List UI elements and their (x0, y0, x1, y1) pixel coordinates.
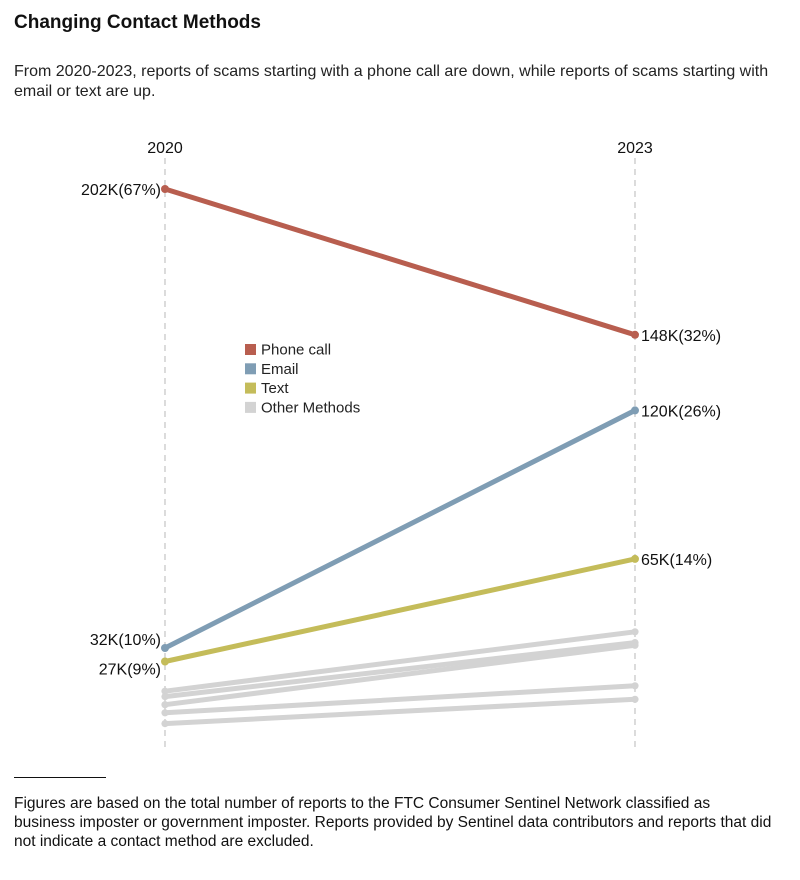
other-methods-point-2-2020 (161, 693, 169, 701)
text-point-2023 (631, 554, 639, 563)
email-line (162, 407, 638, 651)
phone-call-data-label-2023: 148K(32%) (641, 328, 721, 345)
other-methods-line-3 (162, 642, 638, 708)
legend-label-other-methods: Other Methods (261, 399, 360, 416)
chart-subtitle: From 2020-2023, reports of scams startin… (14, 63, 769, 100)
slope-chart: 2020 2023 202K(67%) 148K(32%) 32K(10%) 120K(… (81, 140, 721, 752)
email-data-label-2023: 120K(26%) (641, 403, 721, 420)
phone-call-point-2023 (631, 330, 639, 339)
chart-title: Changing Contact Methods (14, 12, 261, 33)
other-methods-point-3-2020 (161, 701, 169, 709)
other-methods-point-4-2020 (161, 709, 169, 717)
legend-swatch-phone-call (245, 344, 256, 355)
other-methods-point-4-2023 (631, 682, 639, 690)
other-methods-point-5-2023 (631, 695, 639, 703)
legend-swatch-text (245, 382, 256, 394)
email-data-label-2020: 32K(10%) (90, 632, 161, 649)
phone-call-data-label-2020: 202K(67%) (81, 182, 161, 199)
legend-label-email: Email (261, 361, 299, 378)
other-methods-line-1 (162, 629, 638, 694)
footnote: Figures are based on the total number of… (14, 795, 772, 850)
email-point-2023 (631, 406, 639, 415)
legend-swatch-other-methods (245, 401, 256, 413)
text-data-label-2023: 65K(14%) (641, 552, 712, 569)
other-methods-point-3-2023 (631, 641, 639, 649)
legend-swatch-email (245, 363, 256, 375)
phone-call-point-2020 (161, 185, 169, 193)
phone-call-line (162, 186, 638, 338)
text-point-2020 (161, 657, 169, 666)
legend-label-text: Text (261, 380, 289, 397)
footnote-rule (14, 777, 106, 778)
email-point-2020 (161, 644, 169, 652)
other-methods-point-1-2023 (631, 628, 639, 636)
year-label-2023: 2023 (617, 140, 653, 157)
other-methods-line-5 (162, 696, 638, 727)
other-methods-line-2 (162, 640, 638, 700)
other-methods-point-5-2020 (161, 720, 169, 728)
other-methods-line-4 (162, 683, 638, 716)
text-line (162, 556, 638, 664)
text-data-label-2020: 27K(9%) (99, 662, 161, 679)
legend-label-phone-call: Phone call (261, 342, 331, 359)
year-label-2020: 2020 (147, 140, 183, 157)
other-methods-point-1-2020 (161, 687, 169, 695)
